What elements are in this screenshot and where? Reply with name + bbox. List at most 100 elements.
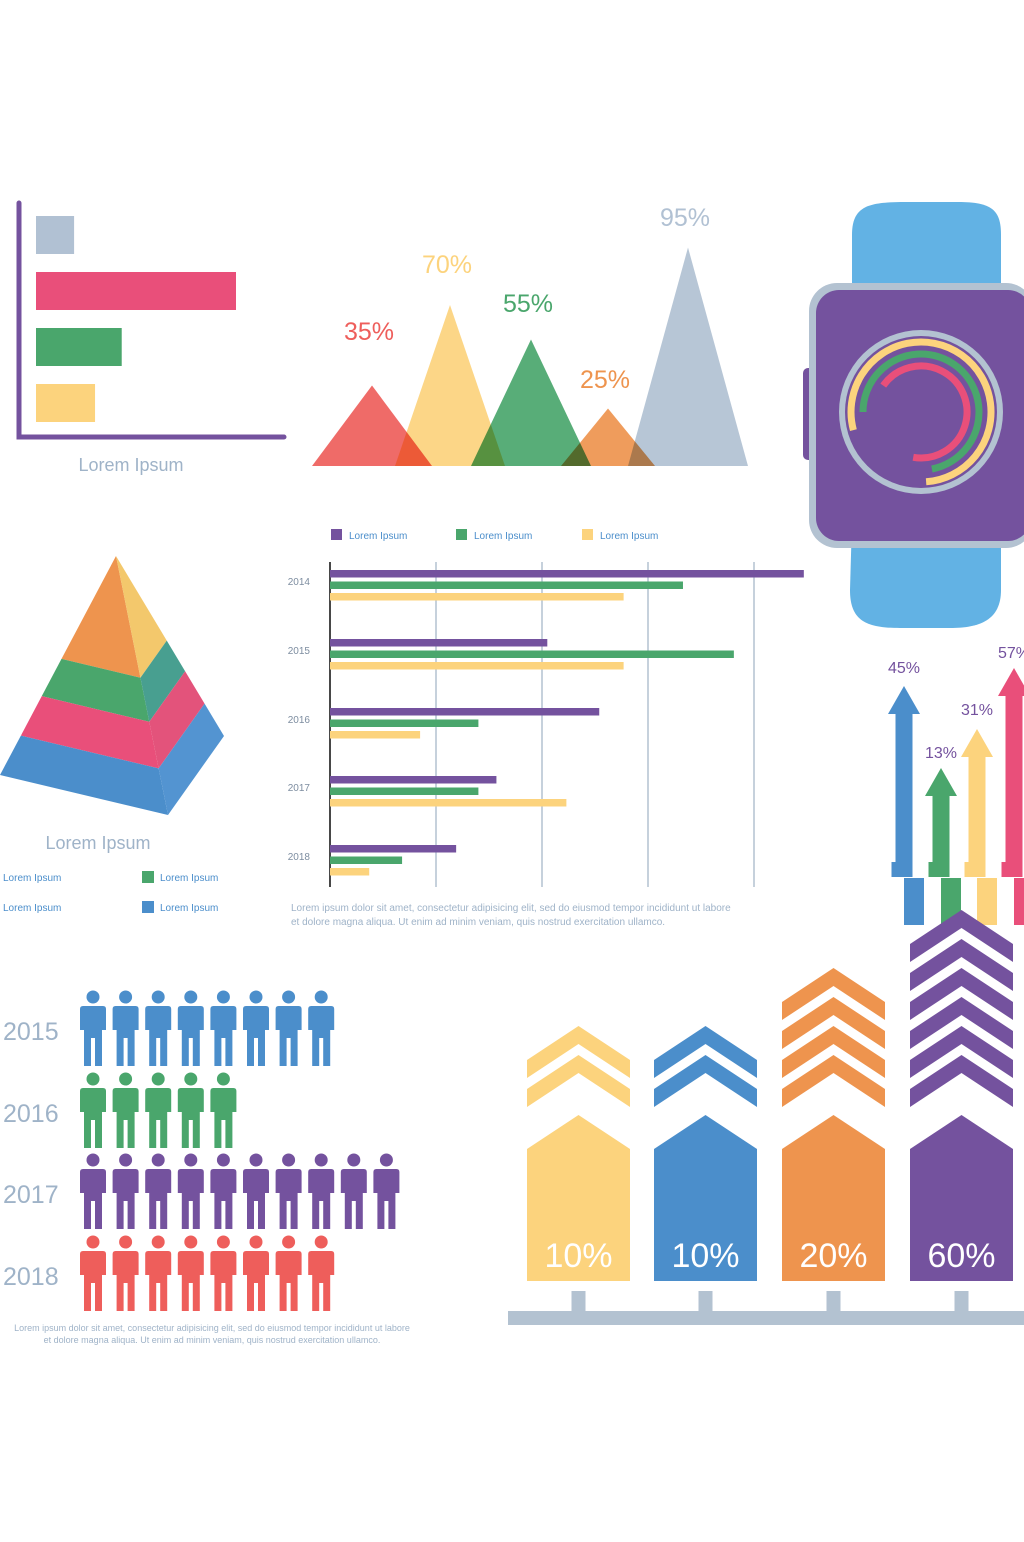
- grouped-legend-label-3: Lorem Ipsum: [600, 531, 658, 542]
- person-2017-4-body: [177, 1169, 204, 1229]
- person-2018-2: [112, 1235, 139, 1311]
- grouped-bar-2016-1: [330, 708, 600, 716]
- grouped-bar-2016-2: [330, 719, 479, 727]
- person-2017-9-body: [340, 1169, 367, 1229]
- triangle-label-5: 95%: [660, 204, 710, 232]
- grouped-bar-2014-3: [330, 593, 624, 601]
- chevron-column-4-stripe-5: [910, 939, 1013, 991]
- person-2016-4: [177, 1072, 204, 1148]
- person-2017-6-body: [243, 1169, 269, 1229]
- pictograph-caption-line-1: Lorem ipsum dolor sit amet, consectetur …: [14, 1323, 410, 1333]
- person-2017-2-body: [112, 1169, 139, 1229]
- chevron-column-4-stripe-6: [910, 910, 1013, 962]
- simple-bar-xlabel: Lorem Ipsum: [78, 455, 183, 475]
- chevron-column-body-1: [527, 1115, 630, 1281]
- person-2017-10-body: [373, 1169, 400, 1229]
- person-2017-3-body: [145, 1169, 172, 1229]
- person-2018-1-body: [80, 1251, 106, 1311]
- grouped-legend-label-1: Lorem Ipsum: [349, 531, 407, 542]
- person-2018-4: [177, 1235, 204, 1311]
- person-2015-3-head: [151, 990, 165, 1004]
- grouped-bar-2017-2: [330, 787, 479, 795]
- person-2016-1-body: [80, 1088, 106, 1148]
- person-2017-7-body: [275, 1169, 302, 1229]
- person-2018-3-head: [151, 1235, 165, 1249]
- person-2016-5-head: [216, 1072, 230, 1086]
- person-2018-6-head: [249, 1235, 263, 1249]
- arrow-base-1: [904, 878, 924, 925]
- grouped-bar-2018-1: [330, 845, 457, 853]
- person-2017-6: [243, 1153, 269, 1229]
- person-2015-3-body: [145, 1006, 172, 1066]
- arrow-base-4: [1014, 878, 1024, 925]
- chevron-column-1-stripe-2: [527, 1026, 630, 1078]
- grouped-bar-2016-3: [330, 731, 421, 739]
- person-2015-8: [308, 990, 335, 1066]
- person-2015-1-body: [80, 1006, 106, 1066]
- person-2016-5: [210, 1072, 237, 1148]
- person-2015-4-head: [184, 990, 198, 1004]
- arrow-label-2: 13%: [925, 745, 957, 762]
- person-2016-4-body: [177, 1088, 204, 1148]
- watch-strap-top: [852, 202, 1001, 300]
- person-2015-5-head: [216, 990, 230, 1004]
- person-2018-7-head: [282, 1235, 296, 1249]
- triangle-peak-4: [561, 408, 655, 466]
- pyramid-front-1: [61, 556, 141, 678]
- person-2018-2-body: [112, 1251, 139, 1311]
- chevron-column-body-4: [910, 1115, 1013, 1281]
- pictograph-year-2017: 2017: [3, 1181, 59, 1209]
- chevron-column-1-stripe-1: [527, 1055, 630, 1107]
- person-2017-3: [145, 1153, 172, 1229]
- person-2017-2: [112, 1153, 139, 1229]
- arrow-shaft-3: [961, 729, 993, 862]
- grouped-bar-2017-1: [330, 776, 497, 784]
- chevron-column-post-3: [826, 1291, 841, 1313]
- arrow-base-2: [941, 878, 961, 925]
- person-2017-7: [275, 1153, 302, 1229]
- grouped-legend-swatch-1: [331, 529, 342, 540]
- pyramid-side-3: [149, 671, 205, 769]
- person-2018-8-head: [314, 1235, 328, 1249]
- pyramid-front-2: [41, 658, 150, 722]
- person-2016-1-head: [86, 1072, 100, 1086]
- pictograph-year-2016: 2016: [3, 1100, 59, 1128]
- person-2018-8: [308, 1235, 335, 1311]
- pyramid-side-2: [140, 640, 186, 722]
- triangle-peak-5: [628, 247, 748, 466]
- watch-rings: [847, 338, 995, 486]
- simple-bar-4: [36, 384, 96, 422]
- chevron-column-3-stripe-4: [782, 968, 885, 1020]
- person-2018-5: [210, 1235, 237, 1311]
- person-2017-1: [80, 1153, 106, 1229]
- person-2016-4-head: [184, 1072, 198, 1086]
- grouped-legend-swatch-3: [582, 529, 593, 540]
- chevron-column-2-stripe-2: [654, 1026, 757, 1078]
- chevron-column-3-stripe-2: [782, 1026, 885, 1078]
- chevron-column-3-stripe-1: [782, 1055, 885, 1107]
- person-2015-2-body: [112, 1006, 139, 1066]
- pyramid-xlabel: Lorem Ipsum: [45, 833, 150, 853]
- grouped-bar-2018-2: [330, 856, 403, 864]
- person-2017-10: [373, 1153, 400, 1229]
- chevron-column-3-stripe-3: [782, 997, 885, 1049]
- person-2017-5-head: [216, 1153, 230, 1167]
- pyramid-front-4: [0, 735, 168, 815]
- grouped-legend-swatch-2: [456, 529, 467, 540]
- person-2018-4-head: [184, 1235, 198, 1249]
- pictograph-caption-line-2: et dolore magna aliqua. Ut enim ad minim…: [44, 1335, 381, 1345]
- pictograph-chart: 2015 2016 2017 2018 Lorem ipsum dolor sit am…: [3, 990, 410, 1345]
- person-2017-5: [210, 1153, 237, 1229]
- chevron-column-label-3: 20%: [799, 1237, 867, 1275]
- person-2015-4: [177, 990, 204, 1066]
- person-2015-6-body: [243, 1006, 269, 1066]
- person-2015-2: [112, 990, 139, 1066]
- person-2017-1-head: [86, 1153, 100, 1167]
- person-2017-8-body: [308, 1169, 335, 1229]
- pyramid-legend-swatch-4: [142, 901, 154, 913]
- person-2017-6-head: [249, 1153, 263, 1167]
- grouped-bar-2015-2: [330, 650, 734, 658]
- chevron-column-chart: 10% 10% 20% 60%: [508, 910, 1024, 1325]
- grouped-category-2017: 2017: [288, 783, 311, 794]
- person-2018-5-body: [210, 1251, 237, 1311]
